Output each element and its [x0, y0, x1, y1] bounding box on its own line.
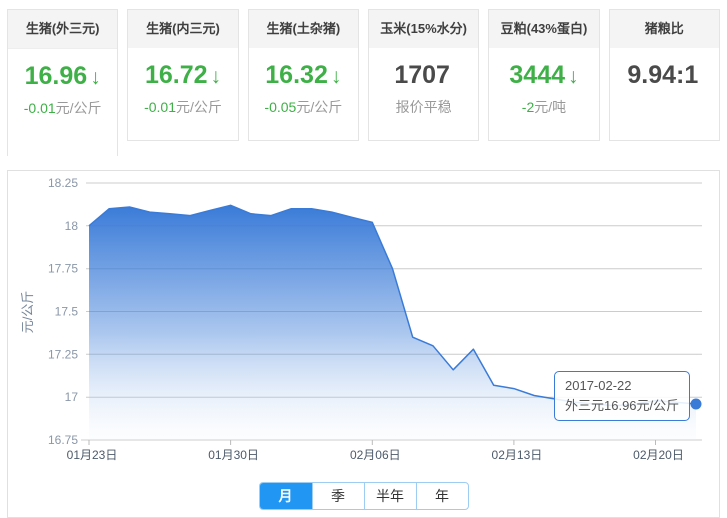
- card-value: 9.94:1: [627, 61, 699, 89]
- card-value: 16.96: [24, 62, 88, 90]
- card-title: 生猪(内三元): [128, 10, 238, 48]
- svg-text:17.5: 17.5: [55, 305, 79, 319]
- tab-quarter[interactable]: 季: [311, 483, 364, 509]
- price-card-row: 生猪(外三元) 16.96 ↓ -0.01元/公斤 生猪(内三元) 16.72 ↓ …: [0, 0, 727, 156]
- card-unit: 报价平稳: [395, 99, 452, 115]
- card-unit: 元/公斤: [55, 100, 102, 116]
- card-value-row: 16.96 ↓: [8, 62, 117, 92]
- svg-text:元/公斤: 元/公斤: [20, 291, 35, 334]
- card-change-row: -0.01元/公斤: [128, 98, 237, 116]
- svg-text:02月06日: 02月06日: [350, 448, 401, 462]
- period-tabs-row: 月 季 半年 年: [8, 482, 719, 510]
- svg-text:17.25: 17.25: [48, 347, 78, 361]
- chart-tooltip: 2017-02-22 外三元16.96元/公斤: [554, 371, 691, 421]
- svg-text:17.75: 17.75: [48, 262, 78, 276]
- svg-text:17: 17: [65, 390, 79, 404]
- card-pig-waisanyuan[interactable]: 生猪(外三元) 16.96 ↓ -0.01元/公斤: [7, 9, 119, 156]
- down-arrow-icon: ↓: [90, 66, 101, 89]
- card-change: -0.05: [264, 99, 297, 115]
- price-trend-panel: 18.25 18 17.75 17.5 17.25 17 16.75 01月23日 01月30日…: [7, 170, 720, 518]
- down-arrow-icon: ↓: [330, 65, 342, 88]
- card-pig-tuzazhu[interactable]: 生猪(土杂猪) 16.32 ↓ -0.05元/公斤: [247, 9, 359, 141]
- card-unit: 元/公斤: [296, 99, 343, 115]
- tab-month[interactable]: 月: [259, 483, 312, 509]
- card-value-row: 3444 ↓: [489, 61, 598, 91]
- card-pig-grain-ratio[interactable]: 猪粮比 9.94:1: [608, 9, 720, 141]
- card-pig-neisanyuan[interactable]: 生猪(内三元) 16.72 ↓ -0.01元/公斤: [127, 9, 239, 141]
- card-soybean-meal[interactable]: 豆粕(43%蛋白) 3444 ↓ -2元/吨: [488, 9, 600, 141]
- card-value-row: 16.72 ↓: [128, 61, 237, 91]
- card-value-row: 16.32 ↓: [249, 61, 358, 91]
- svg-text:18.25: 18.25: [48, 176, 78, 190]
- svg-text:01月23日: 01月23日: [67, 448, 118, 462]
- card-change-row: -2元/吨: [489, 98, 598, 116]
- tab-half-year[interactable]: 半年: [363, 483, 416, 509]
- card-change: -0.01: [144, 99, 176, 115]
- card-title: 豆粕(43%蛋白): [489, 10, 599, 48]
- period-tab-group: 月 季 半年 年: [258, 482, 469, 510]
- card-value-row: 1707: [369, 61, 478, 91]
- svg-text:16.75: 16.75: [48, 433, 78, 447]
- down-arrow-icon: ↓: [568, 65, 579, 88]
- svg-text:02月20日: 02月20日: [633, 448, 684, 462]
- card-change: -2: [521, 99, 535, 115]
- card-title: 生猪(土杂猪): [248, 10, 358, 48]
- tab-year[interactable]: 年: [415, 483, 468, 509]
- card-unit: 元/公斤: [176, 99, 222, 115]
- card-title: 猪粮比: [609, 10, 719, 48]
- card-value: 3444: [509, 61, 566, 89]
- card-unit: 元/吨: [534, 99, 567, 115]
- card-change-row: 报价平稳: [369, 98, 478, 116]
- svg-text:18: 18: [65, 219, 79, 233]
- svg-text:02月13日: 02月13日: [492, 448, 543, 462]
- tooltip-value: 外三元16.96元/公斤: [565, 398, 680, 413]
- price-trend-chart[interactable]: 18.25 18 17.75 17.5 17.25 17 16.75 01月23日 01月30日…: [8, 171, 720, 471]
- card-change-row: -0.05元/公斤: [249, 98, 358, 116]
- card-title: 生猪(外三元): [8, 10, 118, 49]
- card-value: 16.32: [265, 61, 328, 89]
- card-change-row: -0.01元/公斤: [8, 99, 117, 117]
- card-change: -0.01: [23, 100, 56, 116]
- svg-text:01月30日: 01月30日: [208, 448, 259, 462]
- down-arrow-icon: ↓: [210, 65, 222, 88]
- card-value: 16.72: [144, 61, 208, 89]
- tooltip-date: 2017-02-22: [565, 378, 632, 393]
- card-value: 1707: [394, 61, 450, 89]
- card-title: 玉米(15%水分): [368, 10, 479, 48]
- card-corn[interactable]: 玉米(15%水分) 1707 报价平稳: [367, 9, 480, 141]
- card-value-row: 9.94:1: [610, 61, 719, 91]
